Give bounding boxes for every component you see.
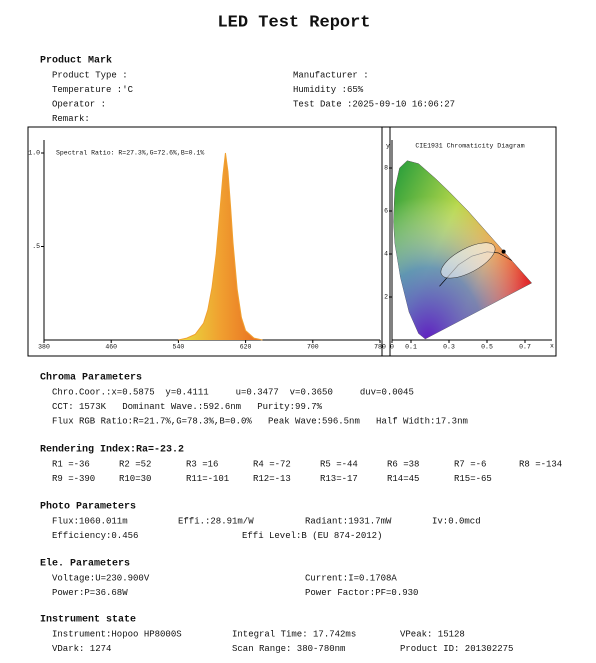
field: Temperature :'C	[52, 85, 134, 95]
x-tick-label: 540	[173, 344, 185, 351]
field: R7 =-6	[454, 459, 486, 469]
x-label: x	[550, 343, 554, 350]
x-tick-label: 780	[374, 344, 386, 351]
y-tick-label: .6	[380, 208, 388, 215]
x-tick-label: 0.7	[519, 344, 531, 351]
field: Flux:1060.011m	[52, 516, 128, 526]
field: R8 =-134	[519, 459, 562, 469]
spectrum-line	[178, 152, 263, 341]
y-tick-label: 1.0	[28, 150, 40, 157]
field: Instrument:Hopoo HP8000S	[52, 629, 182, 639]
field: R6 =38	[387, 459, 419, 469]
field: Integral Time: 17.742ms	[232, 629, 356, 639]
field: Power Factor:PF=0.930	[305, 588, 418, 598]
field: R15=-65	[454, 474, 492, 484]
y-tick-label: .4	[380, 251, 388, 258]
field: R11=-101	[186, 474, 229, 484]
chromaticity-point	[501, 249, 506, 254]
x-tick-label: 460	[105, 344, 117, 351]
field: Product ID: 201302275	[400, 644, 513, 654]
field: VDark: 1274	[52, 644, 111, 654]
field: R5 =-44	[320, 459, 358, 469]
y-tick-label: .5	[32, 243, 40, 250]
field: Test Date :2025-09-10 16:06:27	[293, 99, 455, 109]
field: Power:P=36.68W	[52, 588, 128, 598]
field: Radiant:1931.7mW	[305, 516, 392, 526]
y-tick-label: .2	[380, 294, 388, 301]
field: VPeak: 15128	[400, 629, 465, 639]
section-title: Photo Parameters	[40, 501, 136, 513]
field: Humidity :65%	[293, 85, 364, 95]
field: R1 =-36	[52, 459, 90, 469]
field: R9 =-390	[52, 474, 95, 484]
field: Chro.Coor.:x=0.5875 y=0.4111 u=0.3477 v=…	[52, 387, 414, 397]
field: Remark:	[52, 114, 90, 124]
field: R12=-13	[253, 474, 291, 484]
spectrum-frame	[27, 126, 391, 357]
field: Product Type :	[52, 70, 128, 80]
x-tick-label: 0.1	[405, 344, 417, 351]
field: R3 =16	[186, 459, 218, 469]
section-title: Ele. Parameters	[40, 558, 130, 570]
field: Iv:0.0mcd	[432, 516, 481, 526]
x-tick-label: 0	[390, 344, 394, 351]
field: R4 =-72	[253, 459, 291, 469]
chart-title: CIE1931 Chromaticity Diagram	[415, 143, 524, 150]
field: Efficiency:0.456	[52, 531, 138, 541]
x-tick-label: 380	[38, 344, 50, 351]
field: R13=-17	[320, 474, 358, 484]
locus-band	[440, 242, 496, 279]
section-title: Rendering Index:Ra=-23.2	[40, 444, 184, 456]
x-tick-label: 700	[307, 344, 319, 351]
x-tick-label: 0.3	[443, 344, 455, 351]
field: Current:I=0.1708A	[305, 573, 397, 583]
x-tick-label: 620	[240, 344, 252, 351]
field: R2 =52	[119, 459, 151, 469]
field: Voltage:U=230.900V	[52, 573, 150, 583]
field: Operator :	[52, 99, 106, 109]
section-title: Chroma Parameters	[40, 372, 142, 384]
y-tick-label: .8	[380, 165, 388, 172]
field: Manufacturer :	[293, 70, 369, 80]
y-label: y	[386, 143, 390, 150]
cie-frame	[381, 126, 557, 357]
spectrum-area	[178, 153, 263, 340]
x-tick-label: 0.5	[481, 344, 493, 351]
field: Effi.:28.91m/W	[178, 516, 254, 526]
report-title: LED Test Report	[217, 13, 370, 32]
section-title: Product Mark	[40, 55, 112, 67]
field: R10=30	[119, 474, 151, 484]
field: Effi Level:B (EU 874-2012)	[242, 531, 382, 541]
field: Scan Range: 380-780nm	[232, 644, 345, 654]
annotation: Spectral Ratio: R=27.3%,G=72.6%,B=0.1%	[56, 150, 204, 157]
field: R14=45	[387, 474, 419, 484]
section-title: Instrument state	[40, 615, 136, 626]
field: CCT: 1573K Dominant Wave.:592.6nm Purity…	[52, 402, 323, 412]
field: Flux RGB Ratio:R=21.7%,G=78.3%,B=0.0% Pe…	[52, 416, 468, 426]
